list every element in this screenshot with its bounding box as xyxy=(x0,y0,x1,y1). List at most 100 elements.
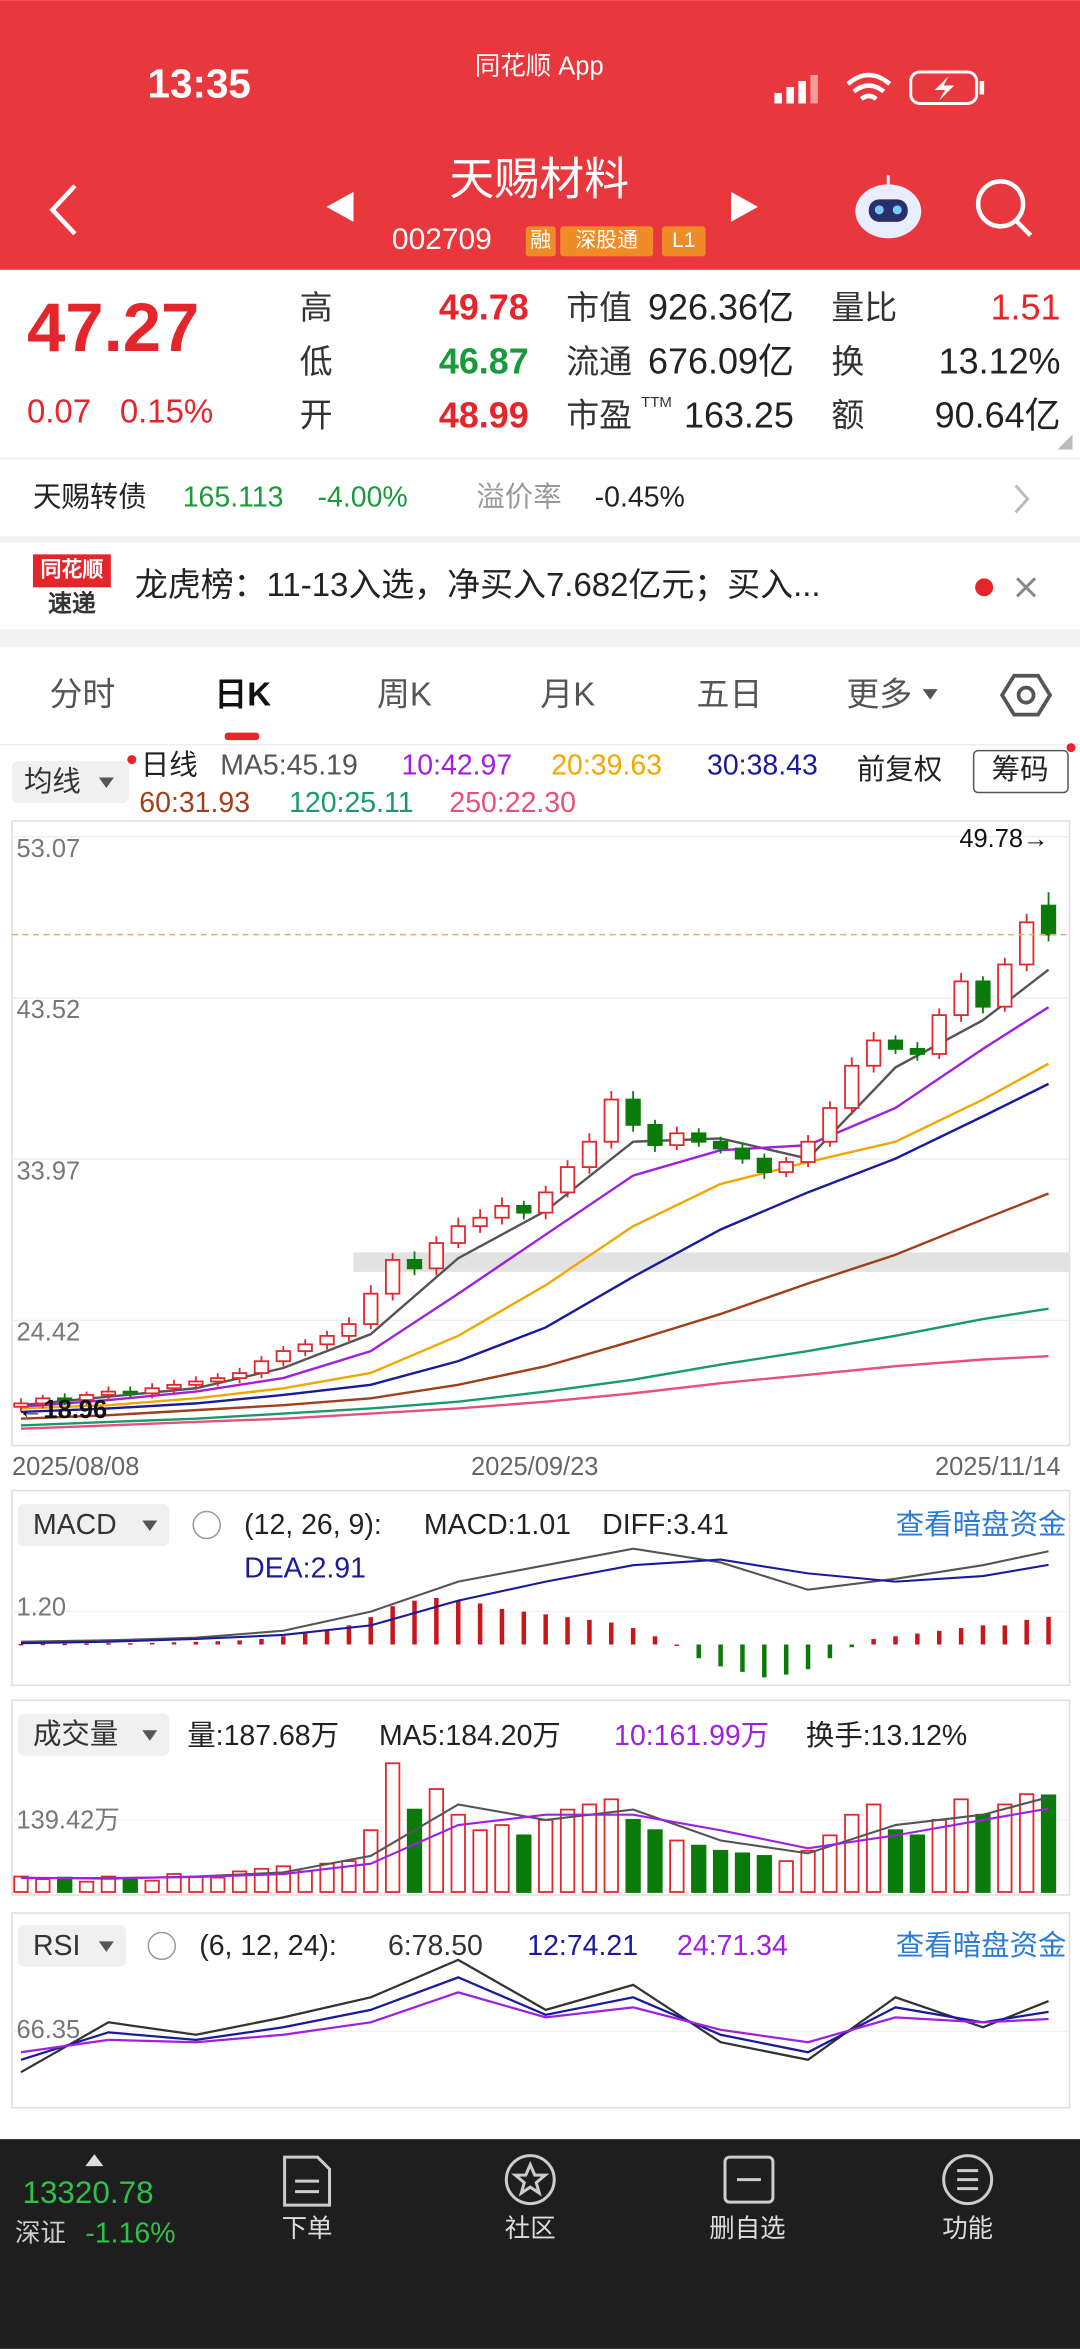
nav-item[interactable]: 功能 xyxy=(942,2215,993,2243)
news-dot xyxy=(975,578,994,597)
news-close[interactable] xyxy=(1016,577,1037,598)
ma-legend: 30:38.43 xyxy=(707,750,818,782)
ma-line xyxy=(20,1355,1049,1430)
next-stock[interactable] xyxy=(730,191,758,222)
bond-price: 165.113 xyxy=(183,481,284,513)
macd-params: (12, 26, 9): xyxy=(244,1509,382,1541)
stat-value: 1.51 xyxy=(991,287,1061,328)
search-button[interactable] xyxy=(975,179,1033,237)
volume-bar xyxy=(887,1829,904,1893)
candle-body xyxy=(450,1225,466,1244)
adjust-label[interactable]: 前复权 xyxy=(857,754,942,786)
volume-bar xyxy=(691,1844,707,1893)
charts: 53.07 43.52 33.97 24.42 49.78→ ←18.96 2025/08/… xyxy=(11,825,1070,2074)
news-text[interactable]: 龙虎榜：11-13入选，净买入7.682亿元；买入... xyxy=(135,566,821,603)
ma-line xyxy=(20,1307,1049,1427)
macd-bar xyxy=(893,1636,898,1645)
volume-bar xyxy=(341,1860,357,1893)
volume-bar xyxy=(865,1803,882,1893)
caret xyxy=(98,777,114,789)
volume-selector-label: 成交量 xyxy=(33,1719,118,1751)
candle-body xyxy=(385,1259,401,1295)
period-tab[interactable]: 分时 xyxy=(49,675,115,712)
volume-bar xyxy=(166,1873,182,1893)
volume-bar xyxy=(931,1819,947,1893)
rsi-legend: 6:78.50 xyxy=(388,1930,483,1962)
kline-frame xyxy=(11,820,1071,1447)
rsi-frame xyxy=(11,1912,1071,2109)
stock-code: 002709 xyxy=(392,223,492,256)
nav-item[interactable]: 下单 xyxy=(282,2215,333,2243)
macd-bar xyxy=(652,1636,658,1645)
ma-legend: MA5:45.19 xyxy=(220,750,358,782)
macd-selector[interactable] xyxy=(17,1504,170,1546)
turnover: 换手:13.12% xyxy=(806,1720,967,1752)
ma-legend: 120:25.11 xyxy=(289,787,413,819)
stat-label: 低 xyxy=(300,343,333,380)
period-tab[interactable]: 周K xyxy=(377,675,432,712)
date-label: 2025/09/23 xyxy=(471,1453,598,1481)
macd-bar xyxy=(193,1641,199,1645)
dark-pool-link[interactable]: 查看暗盘资金 xyxy=(896,1509,1067,1541)
nav-item[interactable]: 社区 xyxy=(505,2215,556,2243)
signal-icon xyxy=(774,75,818,104)
macd-bar xyxy=(1024,1619,1029,1645)
settings-button[interactable] xyxy=(999,673,1053,717)
macd-bar xyxy=(62,1643,67,1646)
candle-body xyxy=(144,1387,160,1395)
candle-body xyxy=(800,1140,816,1163)
candle-body xyxy=(844,1064,860,1109)
bond-arrow[interactable] xyxy=(1014,484,1030,514)
candle-body xyxy=(494,1205,510,1219)
diff-value: DIFF:3.41 xyxy=(602,1509,729,1541)
period-tab[interactable]: 五日 xyxy=(697,675,763,712)
candle-body xyxy=(931,1014,947,1055)
volume-bar xyxy=(122,1878,138,1893)
index-name: 深证 xyxy=(15,2220,66,2248)
macd-bar xyxy=(455,1600,461,1645)
ma-selector[interactable] xyxy=(11,761,129,804)
back-button[interactable] xyxy=(49,184,77,236)
rsi-selector[interactable] xyxy=(17,1924,126,1967)
volume-bar xyxy=(712,1849,729,1893)
status-time: 13:35 xyxy=(148,61,251,107)
candle-body xyxy=(909,1047,926,1055)
macd-bar xyxy=(106,1643,111,1645)
period-tab[interactable]: 月K xyxy=(540,675,595,712)
macd-bar xyxy=(1002,1625,1008,1645)
volume-selector[interactable] xyxy=(17,1713,170,1756)
help-icon[interactable] xyxy=(147,1931,177,1961)
volume-bar xyxy=(1040,1794,1057,1893)
y-tick-label: 33.97 xyxy=(16,1157,80,1185)
assistant-button[interactable] xyxy=(855,175,922,239)
period-tab[interactable]: 更多 xyxy=(846,675,912,712)
nav-item[interactable]: 删自选 xyxy=(709,2215,785,2243)
macd-bar xyxy=(215,1641,220,1645)
chip-button[interactable] xyxy=(972,749,1069,794)
volume-bar xyxy=(100,1875,117,1893)
separator xyxy=(0,536,1080,543)
candle-body xyxy=(341,1323,357,1337)
help-icon[interactable] xyxy=(192,1510,221,1540)
macd-bar xyxy=(281,1636,286,1645)
separator xyxy=(0,629,1080,648)
volume-ma-line xyxy=(20,1807,1049,1880)
ma-line xyxy=(20,1082,1050,1414)
dark-pool-link[interactable]: 查看暗盘资金 xyxy=(896,1930,1067,1962)
stat-label: 开 xyxy=(300,397,333,434)
volume-bar xyxy=(997,1803,1013,1893)
dot xyxy=(127,755,137,765)
last-price: 47.27 xyxy=(27,289,199,366)
candle-body xyxy=(516,1205,532,1214)
candle-body xyxy=(1019,921,1035,966)
volume-bar xyxy=(210,1876,226,1893)
period-tab[interactable]: 日K xyxy=(214,675,271,712)
volume-bar xyxy=(669,1839,685,1893)
volume-bar xyxy=(844,1813,860,1893)
candle-body xyxy=(581,1140,598,1168)
prev-stock[interactable] xyxy=(326,191,354,222)
tab-underline xyxy=(224,732,260,741)
expand-icon[interactable] xyxy=(85,2154,104,2167)
stat-label: 流通 xyxy=(566,343,632,380)
macd-bar xyxy=(346,1625,352,1645)
